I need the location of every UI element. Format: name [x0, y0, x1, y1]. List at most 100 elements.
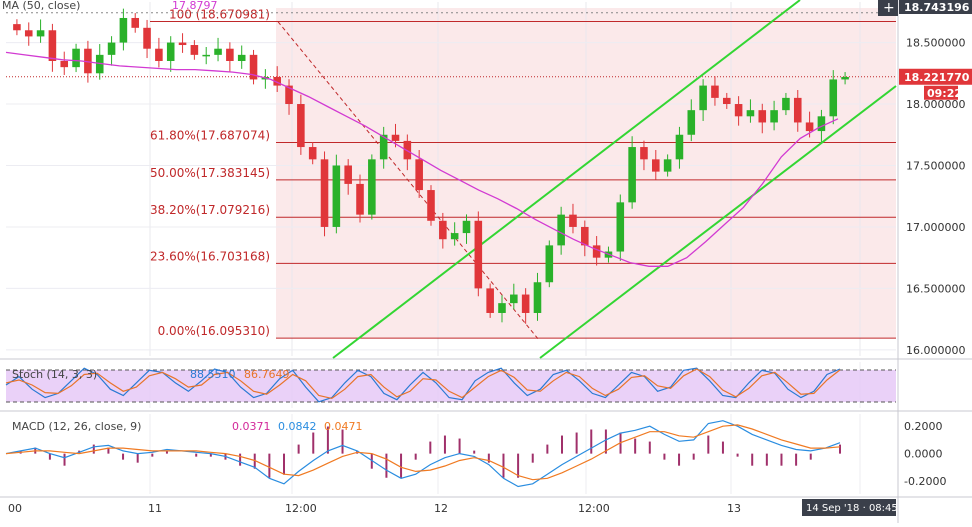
candle-body — [155, 48, 163, 61]
candle-body — [734, 104, 743, 117]
candle-body — [178, 42, 187, 46]
time-tick-label: 11 — [148, 502, 162, 515]
candle-body — [202, 54, 210, 57]
time-tick-label: 12 — [434, 502, 448, 515]
channel-lower — [539, 85, 897, 359]
candle-body — [722, 97, 731, 105]
candle-body — [13, 24, 21, 31]
current-price-badge — [899, 68, 972, 85]
price-tick-label: 16.000000 — [906, 344, 966, 357]
top-price-badge — [899, 0, 972, 14]
candle-body — [782, 97, 790, 111]
stoch-d-value: 86.7649 — [244, 368, 290, 381]
candle-body — [805, 122, 814, 132]
crosshair-icon — [878, 0, 898, 16]
macd-tick-label: 0.2000 — [904, 420, 943, 433]
candle-body — [462, 220, 471, 234]
candle-body — [592, 245, 601, 258]
candle-body — [557, 214, 565, 246]
candle-body — [640, 147, 648, 160]
macd-value: 0.0842 — [278, 420, 317, 433]
candle-body — [652, 159, 660, 172]
candle-body — [273, 76, 281, 86]
candle-body — [427, 190, 435, 221]
price-tick-label: 16.500000 — [906, 282, 966, 295]
candle-body — [356, 183, 364, 215]
candle-body — [569, 214, 577, 227]
candle-body — [663, 159, 672, 172]
candle-body — [758, 110, 767, 123]
countdown-text: 09:22 — [927, 87, 962, 100]
candle-body — [320, 159, 329, 227]
macd-tick-label: -0.2000 — [904, 475, 946, 488]
signal-value: 0.0471 — [324, 420, 363, 433]
candle-body — [711, 85, 719, 98]
candle-body — [48, 30, 57, 61]
candle-body — [581, 226, 589, 246]
candle-body — [36, 30, 45, 37]
stoch-d-line — [5, 368, 841, 400]
time-tick-label: 13 — [727, 502, 741, 515]
candle-body — [450, 233, 459, 240]
macd-hist-value: 0.0371 — [232, 420, 271, 433]
ma-header-label: MA (50, close) — [2, 0, 80, 12]
candle-body — [770, 110, 778, 123]
ma-header-value: 17.8797 — [172, 0, 218, 12]
crosshair-icon-glyph: + — [883, 0, 895, 16]
top-price-text: 18.743196 — [904, 1, 970, 14]
candle-body — [699, 85, 707, 111]
signal-line — [5, 424, 841, 481]
candle-body — [24, 30, 33, 37]
fib-label-1: 61.80%(17.687074) — [150, 128, 270, 142]
candle-body — [72, 48, 80, 68]
time-badge-text: 14 Sep '18 · 08:45 — [806, 503, 898, 514]
moving-average-line — [5, 51, 839, 267]
time-tick-label: 12:00 — [285, 502, 317, 515]
candle-body — [521, 294, 530, 313]
candle-body — [190, 45, 199, 55]
fib-trend-line — [277, 21, 539, 340]
time-tick-label: 00 — [8, 502, 22, 515]
candle-body — [841, 76, 849, 80]
candle-body — [415, 159, 423, 191]
candle-body — [687, 110, 696, 135]
candle-body — [675, 134, 684, 160]
time-tick-label: 12:00 — [578, 502, 610, 515]
candle-body — [308, 147, 317, 160]
price-tick-label: 18.000000 — [906, 98, 966, 111]
fib-label-4: 23.60%(16.703168) — [150, 249, 270, 263]
candle-body — [285, 85, 293, 105]
price-tick-label: 18.500000 — [906, 37, 966, 50]
candle-body — [95, 54, 104, 74]
candle-body — [533, 282, 542, 313]
candle-body — [107, 42, 116, 55]
fib-label-2: 50.00%(17.383145) — [150, 166, 270, 180]
macd-tick-label: 0.0000 — [904, 448, 943, 461]
fib-label-5: 0.00%(16.095310) — [158, 324, 270, 338]
candle-body — [143, 27, 151, 49]
stoch-k-line — [5, 367, 841, 403]
countdown-badge — [924, 85, 958, 100]
candle-body — [60, 61, 69, 68]
stoch-title: Stoch (14, 3, 3) — [12, 368, 97, 381]
candle-body — [510, 294, 518, 304]
candle-body — [297, 104, 305, 148]
candle-body — [249, 54, 258, 80]
candle-body — [545, 245, 554, 283]
channel-upper — [332, 0, 801, 359]
candle-body — [166, 42, 175, 61]
candle-body — [368, 159, 376, 215]
candle-body — [817, 116, 826, 132]
time-badge — [802, 499, 896, 516]
candle-body — [84, 48, 92, 74]
candle-body — [474, 220, 483, 289]
macd-title: MACD (12, 26, close, 9) — [12, 420, 141, 433]
price-tick-label: 17.000000 — [906, 221, 966, 234]
candle-body — [237, 54, 246, 61]
stoch-band — [6, 370, 896, 402]
stoch-k-value: 88.5510 — [190, 368, 236, 381]
macd-line — [5, 420, 841, 488]
candle-body — [131, 17, 140, 28]
